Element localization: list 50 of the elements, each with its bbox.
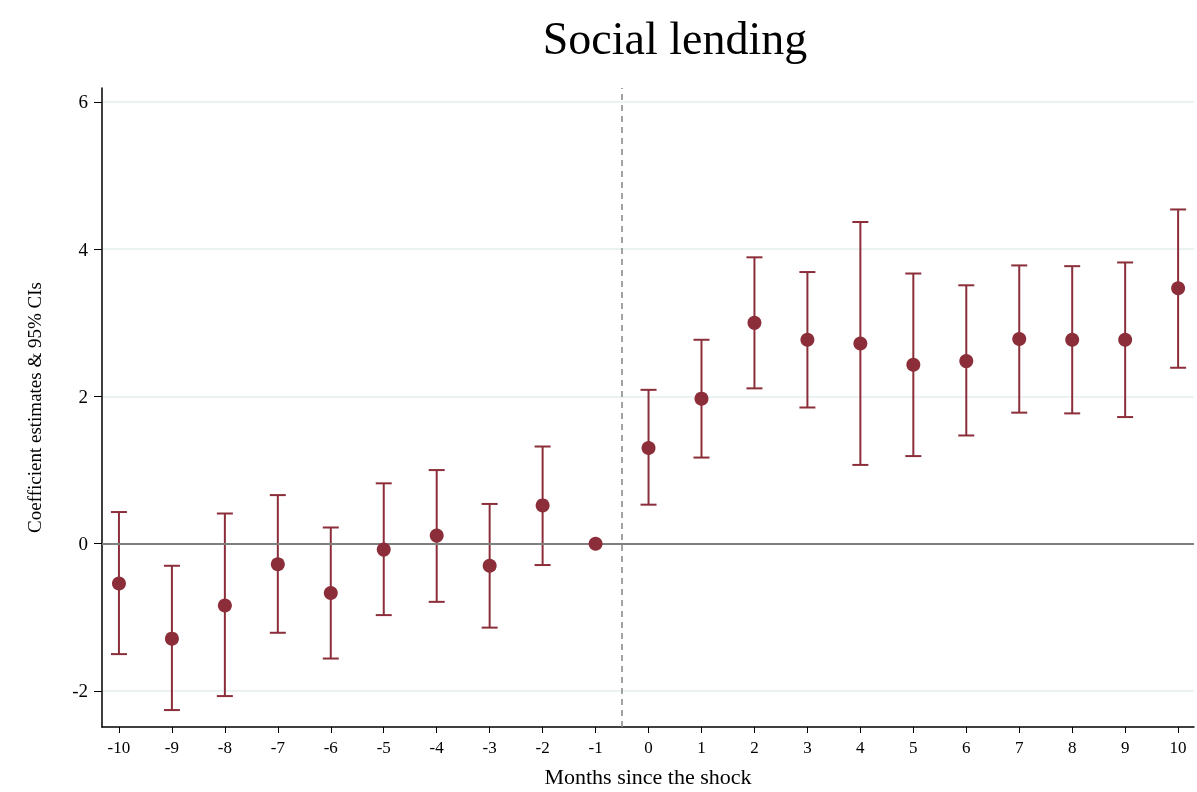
point xyxy=(376,542,391,557)
point xyxy=(694,391,709,406)
point xyxy=(429,528,444,543)
x-tick-label: -5 xyxy=(376,738,391,757)
point xyxy=(641,440,656,455)
x-tick-label: 5 xyxy=(909,738,918,757)
x-tick-label: 1 xyxy=(697,738,706,757)
x-tick-label: 8 xyxy=(1067,738,1077,757)
chart-title: Social lending xyxy=(542,12,808,64)
x-tick-label: -10 xyxy=(107,738,131,757)
x-tick-label: 2 xyxy=(750,738,759,757)
y-tick-label: 0 xyxy=(78,533,88,555)
x-tick-label: -7 xyxy=(270,738,286,757)
y-tick-label: 4 xyxy=(78,238,89,260)
x-tick-label: -4 xyxy=(429,738,445,757)
point xyxy=(853,336,868,351)
x-tick-label: -9 xyxy=(164,738,179,757)
point xyxy=(482,558,497,573)
point xyxy=(323,586,338,601)
x-tick-label: -2 xyxy=(535,738,550,757)
point xyxy=(217,598,232,613)
x-tick-label: 6 xyxy=(962,738,971,757)
x-tick-label: 0 xyxy=(644,738,653,757)
x-axis-title: Months since the shock xyxy=(544,763,752,789)
x-tick-label: 4 xyxy=(856,738,866,757)
point xyxy=(1065,332,1080,347)
x-tick-label: -8 xyxy=(217,738,232,757)
x-tick-label: 7 xyxy=(1014,738,1024,757)
y-tick-label: 2 xyxy=(78,385,88,407)
point xyxy=(1118,332,1133,347)
point xyxy=(1171,281,1186,296)
x-tick-label: 3 xyxy=(803,738,812,757)
x-tick-label: -6 xyxy=(323,738,338,757)
x-tick-label: -3 xyxy=(482,738,497,757)
point xyxy=(1012,332,1027,347)
y-axis-title: Coefficient estimates & 95% CIs xyxy=(24,282,45,533)
point xyxy=(111,576,126,591)
point xyxy=(959,354,974,369)
x-tick-label: 10 xyxy=(1169,738,1187,757)
point xyxy=(906,357,921,372)
point xyxy=(164,631,179,646)
point xyxy=(270,557,285,572)
point xyxy=(535,498,550,513)
y-tick-label: -2 xyxy=(72,680,88,702)
point xyxy=(800,332,815,347)
x-tick-label: 9 xyxy=(1120,738,1130,757)
x-tick-label: -1 xyxy=(588,738,603,757)
point xyxy=(588,536,603,551)
point xyxy=(747,315,762,330)
y-tick-label: 6 xyxy=(78,91,88,113)
